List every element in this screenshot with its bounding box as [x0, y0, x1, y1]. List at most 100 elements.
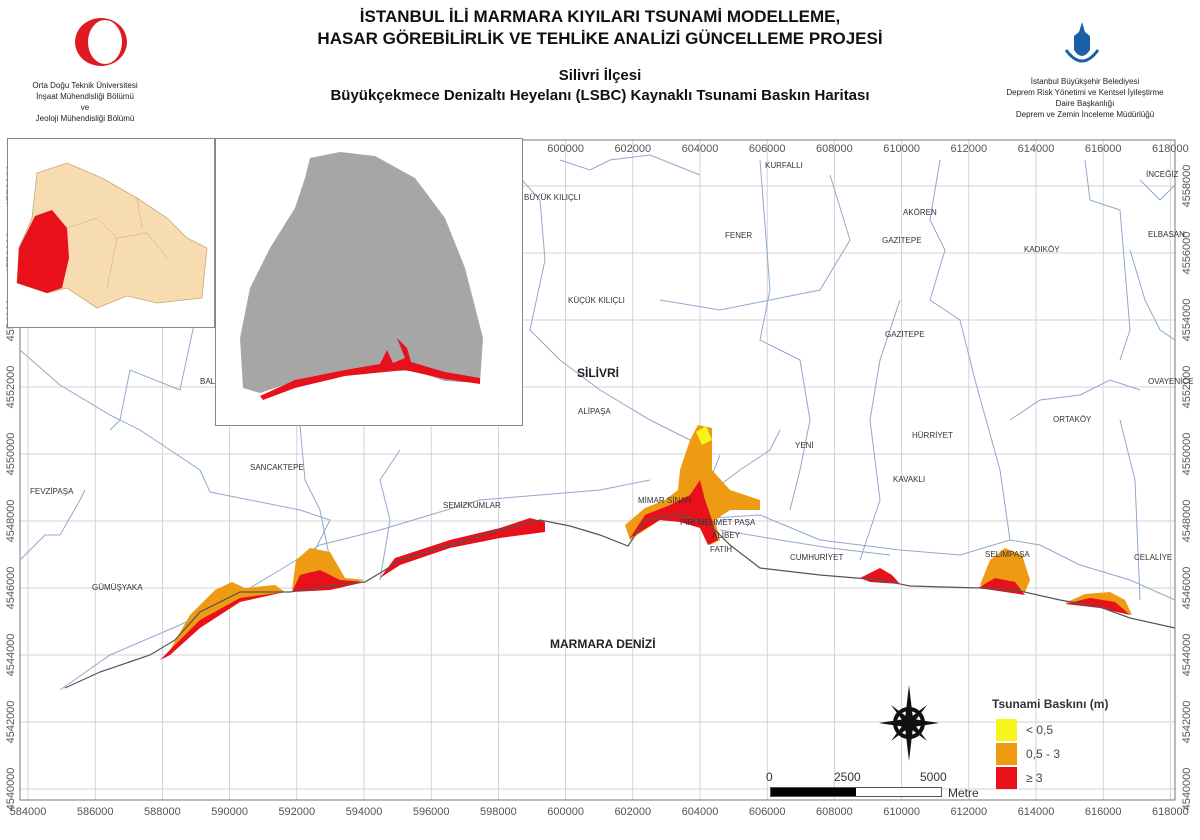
scale-bar [770, 787, 942, 797]
x-tick-bottom: 618000 [1152, 806, 1189, 818]
scale-label-5000: 5000 [920, 770, 947, 784]
place-label: MİMAR SİNAN [638, 496, 692, 505]
project-title: İSTANBUL İLİ MARMARA KIYILARI TSUNAMİ MO… [0, 6, 1200, 50]
x-tick-top: 600000 [547, 143, 584, 155]
org-line: İstanbul Büyükşehir Belediyesi [1030, 77, 1140, 86]
x-tick-bottom: 586000 [77, 806, 114, 818]
org-line: Jeoloji Mühendisliği Bölümü [35, 114, 135, 123]
silivri-district-shape [240, 152, 483, 393]
legend-swatch-low [996, 719, 1017, 741]
flood-zones [160, 425, 1132, 660]
place-label: YENİ [795, 441, 814, 450]
place-label: BAL [200, 377, 216, 386]
place-label: FEVZİPAŞA [30, 487, 74, 496]
place-label: FATİH [710, 545, 732, 554]
place-label: GAZİTEPE [882, 236, 922, 245]
place-label: OVAYENİCE [1148, 377, 1194, 386]
place-label: SEMİZKUMLAR [443, 501, 501, 510]
inset-istanbul-locator [7, 138, 215, 328]
project-title-line1: İSTANBUL İLİ MARMARA KIYILARI TSUNAMİ MO… [359, 7, 841, 26]
y-tick-right: 4542000 [1181, 701, 1193, 744]
x-tick-top: 612000 [950, 143, 987, 155]
y-tick-right: 4546000 [1181, 567, 1193, 610]
project-title-line2: HASAR GÖREBİLİRLİK VE TEHLİKE ANALİZİ GÜ… [317, 29, 883, 48]
org-line: Orta Doğu Teknik Üniversitesi [32, 81, 138, 90]
y-tick-left: 4540000 [5, 768, 17, 811]
y-tick-left: 4544000 [5, 634, 17, 677]
x-tick-bottom: 588000 [144, 806, 181, 818]
x-tick-top: 602000 [614, 143, 651, 155]
legend-item: 0,5 - 3 [996, 742, 1060, 766]
org-line: Deprem Risk Yönetimi ve Kentsel İyileşti… [1006, 88, 1164, 97]
scale-label-2500: 2500 [834, 770, 861, 784]
y-tick-left: 4550000 [5, 433, 17, 476]
map-title: Silivri İlçesi Büyükçekmece Denizaltı He… [0, 66, 1200, 106]
legend-swatch-high [996, 767, 1017, 789]
neighborhood-boundaries [19, 154, 1176, 691]
org-line: Deprem ve Zemin İnceleme Müdürlüğü [1015, 110, 1155, 119]
x-tick-bottom: 612000 [950, 806, 987, 818]
north-arrow-icon [879, 685, 939, 761]
org-line: Daire Başkanlığı [1055, 99, 1115, 108]
x-tick-top: 610000 [883, 143, 920, 155]
scale-label-0: 0 [766, 770, 773, 784]
y-tick-left: 4542000 [5, 701, 17, 744]
y-tick-left: 4546000 [5, 567, 17, 610]
x-tick-bottom: 594000 [346, 806, 383, 818]
place-label: AKÖREN [903, 208, 937, 217]
place-label: KAVAKLI [893, 475, 925, 484]
place-label: SELİMPAŞA [985, 550, 1030, 559]
x-tick-bottom: 606000 [749, 806, 786, 818]
place-label: GAZİTEPE [885, 330, 925, 339]
x-tick-bottom: 608000 [816, 806, 853, 818]
legend-label: ≥ 3 [1026, 771, 1043, 785]
place-label: CUMHURİYET [790, 553, 843, 562]
place-label: PİRİ MEHMET PAŞA [680, 518, 756, 527]
legend-label: 0,5 - 3 [1026, 747, 1061, 761]
x-tick-bottom: 598000 [480, 806, 517, 818]
x-tick-bottom: 602000 [614, 806, 651, 818]
place-label: KURFALLI [765, 161, 803, 170]
district-label: SİLİVRİ [577, 365, 619, 380]
x-tick-top: 604000 [682, 143, 719, 155]
coastal-flood-highlight [260, 338, 480, 400]
x-tick-top: 618000 [1152, 143, 1189, 155]
place-label: İNCEĞİZ [1146, 170, 1179, 179]
place-label: KÜÇÜK KILIÇLI [568, 296, 625, 305]
y-tick-right: 4556000 [1181, 232, 1193, 275]
legend: < 0,5 0,5 - 3 ≥ 3 [996, 718, 1060, 790]
y-tick-right: 4552000 [1181, 366, 1193, 409]
x-tick-bottom: 590000 [211, 806, 248, 818]
legend-label: < 0,5 [1026, 723, 1054, 737]
place-label: ORTAKÖY [1053, 415, 1092, 424]
silivri-highlight [17, 210, 69, 293]
right-organization: İstanbul Büyükşehir Belediyesi Deprem Ri… [990, 76, 1180, 120]
y-tick-left: 4552000 [5, 366, 17, 409]
x-tick-bottom: 616000 [1085, 806, 1122, 818]
x-tick-bottom: 610000 [883, 806, 920, 818]
scale-unit: Metre [948, 786, 979, 800]
y-tick-right: 4550000 [1181, 433, 1193, 476]
x-tick-top: 616000 [1085, 143, 1122, 155]
place-label: ALİPAŞA [578, 407, 611, 416]
odtu-logo [75, 18, 127, 66]
x-tick-top: 606000 [749, 143, 786, 155]
org-line: ve [80, 103, 90, 112]
map-title-line1: Silivri İlçesi [558, 67, 642, 84]
place-label: SANCAKTEPE [250, 463, 304, 472]
legend-swatch-medium [996, 743, 1017, 765]
y-tick-right: 4540000 [1181, 768, 1193, 811]
x-tick-bottom: 604000 [682, 806, 719, 818]
y-tick-left: 4548000 [5, 500, 17, 543]
x-tick-top: 614000 [1018, 143, 1055, 155]
place-label: HÜRRİYET [912, 431, 953, 440]
x-tick-bottom: 600000 [547, 806, 584, 818]
org-line: İnşaat Mühendisliği Bölümü [36, 92, 134, 101]
x-tick-bottom: 584000 [10, 806, 47, 818]
left-organization: Orta Doğu Teknik Üniversitesi İnşaat Müh… [0, 80, 170, 124]
place-labels: KURFALLI BÜYÜK KILIÇLI FENER AKÖREN GAZİTEPE… [30, 161, 1194, 592]
y-tick-right: 4554000 [1181, 299, 1193, 342]
place-label: ELBASAN [1148, 230, 1185, 239]
legend-item: < 0,5 [996, 718, 1060, 742]
